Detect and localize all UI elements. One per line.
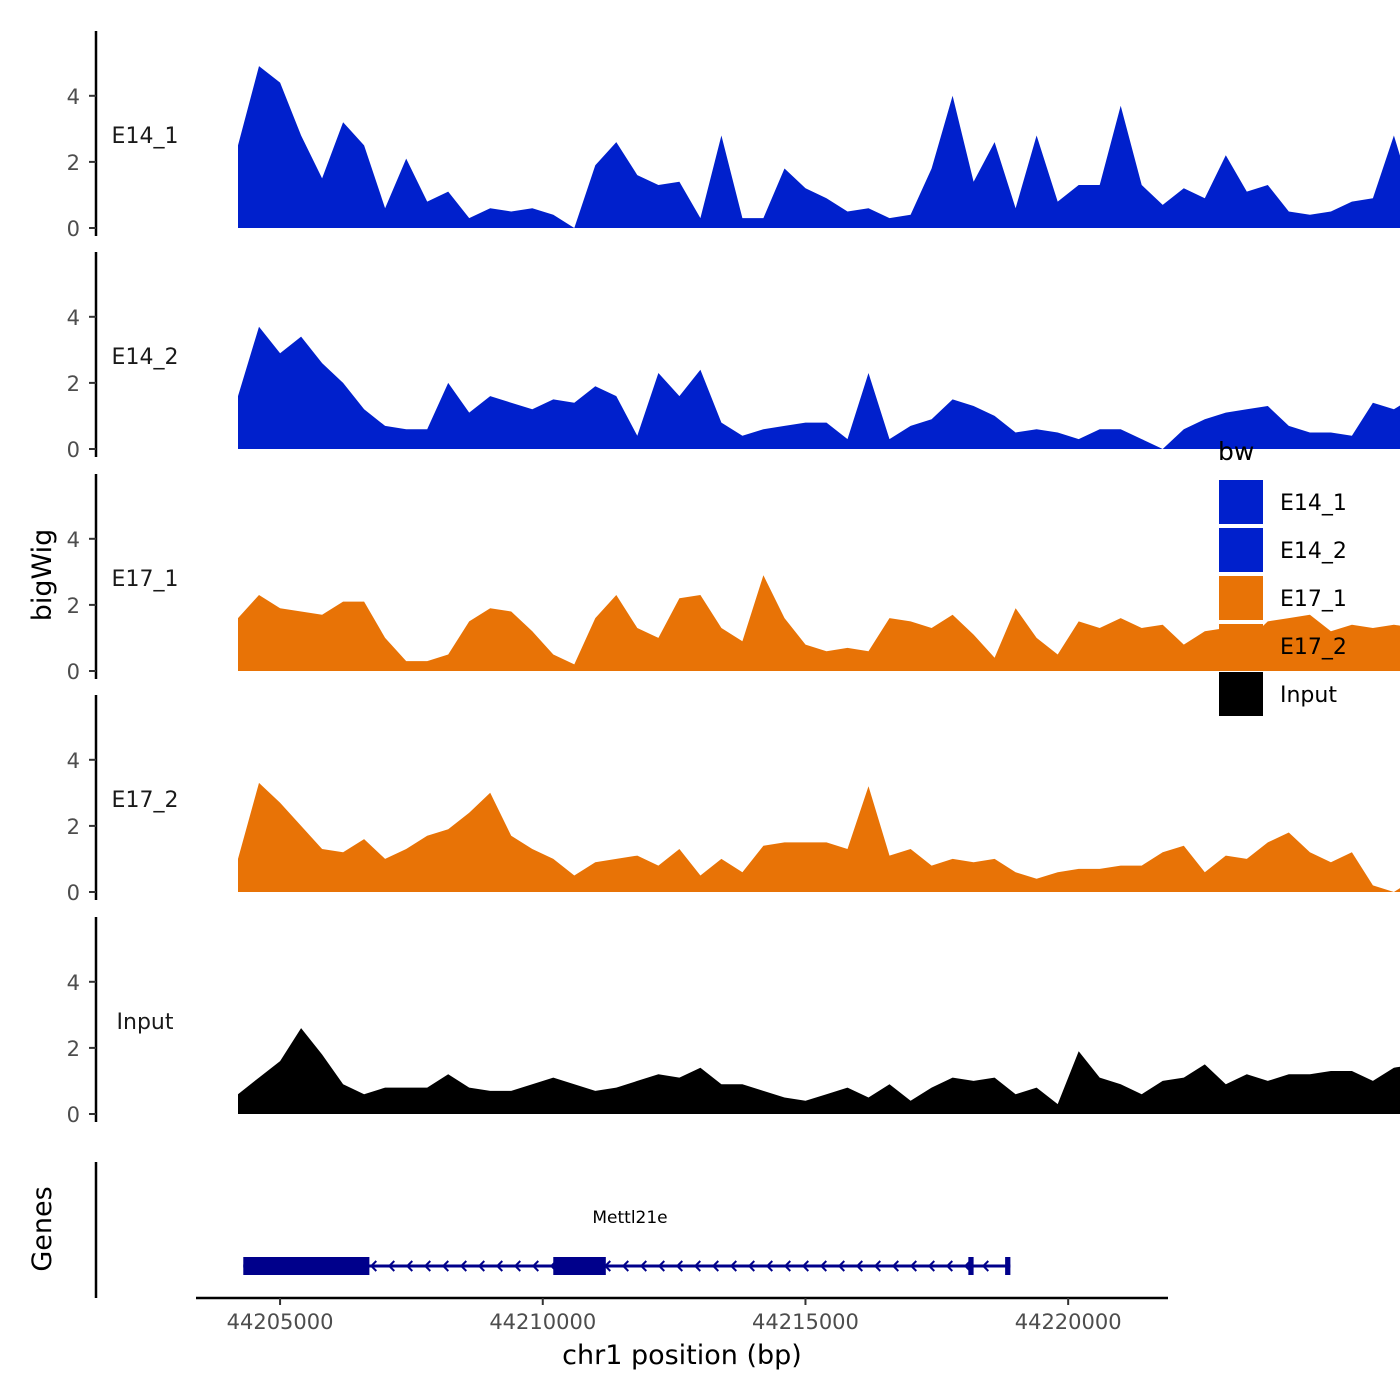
y-tick-label: 2 <box>67 372 80 396</box>
strand-chevron <box>873 1260 881 1272</box>
track-Input: 0 2 4 Input <box>67 917 1400 1127</box>
strand-chevron <box>729 1260 737 1272</box>
legend-title: bw <box>1218 437 1254 466</box>
strand-chevron <box>405 1260 413 1272</box>
strand-chevron <box>441 1260 449 1272</box>
area-E17_2 <box>238 782 1400 892</box>
strand-chevron <box>531 1260 539 1272</box>
strand-chevron <box>747 1260 755 1272</box>
strand-chevron <box>621 1260 629 1272</box>
track-E17_1: 0 2 4 E17_1 <box>67 474 1400 684</box>
area-E14_2 <box>238 326 1400 449</box>
strand-chevron <box>693 1260 701 1272</box>
gene-exon <box>968 1257 974 1275</box>
strand-chevron <box>639 1260 647 1272</box>
strand-chevron <box>819 1260 827 1272</box>
strand-chevron <box>711 1260 719 1272</box>
strand-chevron <box>657 1260 665 1272</box>
gene-panel: Mettl21e <box>94 1162 1011 1298</box>
strand-chevron <box>855 1260 863 1272</box>
legend-swatch-E14_1 <box>1219 480 1263 524</box>
gene-label: Mettl21e <box>592 1208 667 1228</box>
y-axis-title-genes: Genes <box>27 1186 58 1271</box>
y-tick-label: 0 <box>67 1103 80 1127</box>
x-tick-label: 44210000 <box>489 1310 596 1334</box>
y-tick-label: 2 <box>67 151 80 175</box>
track-label: Input <box>117 1010 174 1035</box>
strand-chevron <box>783 1260 791 1272</box>
track-E14_1: 0 2 4 E14_1 <box>67 31 1400 241</box>
strand-chevron <box>495 1260 503 1272</box>
legend-swatch-E14_2 <box>1219 528 1263 572</box>
y-tick-label: 2 <box>67 815 80 839</box>
signal-tracks: 0 2 4 E14_1 0 2 4 E14_2 0 2 4 E17_1 0 2 4 E17_2 0 2 4 Input <box>67 31 1400 1127</box>
legend-label-E14_1: E14_1 <box>1280 491 1347 516</box>
legend-swatch-E17_2 <box>1219 624 1263 668</box>
y-tick-label: 0 <box>67 217 80 241</box>
strand-chevron <box>387 1260 395 1272</box>
y-tick-label: 4 <box>67 528 80 552</box>
gene-exon <box>553 1257 606 1275</box>
y-tick-label: 2 <box>67 1037 80 1061</box>
x-axis: 44205000 44210000 44215000 44220000 <box>196 1296 1168 1334</box>
y-tick-label: 0 <box>67 660 80 684</box>
y-tick-label: 0 <box>67 438 80 462</box>
y-tick-label: 0 <box>67 881 80 905</box>
strand-chevron <box>945 1260 953 1272</box>
strand-chevron <box>423 1260 431 1272</box>
strand-chevron <box>909 1260 917 1272</box>
y-tick-label: 2 <box>67 594 80 618</box>
legend-label-E17_1: E17_1 <box>1280 587 1347 612</box>
track-label: E17_1 <box>112 567 179 592</box>
y-tick-label: 4 <box>67 971 80 995</box>
strand-chevron <box>765 1260 773 1272</box>
strand-chevron <box>477 1260 485 1272</box>
area-E17_1 <box>238 575 1400 671</box>
strand-chevron <box>891 1260 899 1272</box>
gene-exon <box>1005 1257 1011 1275</box>
strand-chevron <box>927 1260 935 1272</box>
strand-chevron <box>369 1260 377 1272</box>
track-label: E17_2 <box>112 788 179 813</box>
x-axis-title: chr1 position (bp) <box>562 1340 802 1371</box>
legend: bw E14_1 E14_2 E17_1 E17_2 Input <box>1218 437 1347 716</box>
x-tick-label: 44220000 <box>1015 1310 1122 1334</box>
y-tick-label: 4 <box>67 306 80 330</box>
track-E17_2: 0 2 4 E17_2 <box>67 695 1400 905</box>
strand-chevron <box>513 1260 521 1272</box>
strand-chevron <box>837 1260 845 1272</box>
strand-chevron <box>675 1260 683 1272</box>
strand-chevron <box>801 1260 809 1272</box>
x-tick-label: 44205000 <box>227 1310 334 1334</box>
strand-chevron <box>981 1260 989 1272</box>
x-tick-label: 44215000 <box>752 1310 859 1334</box>
strand-chevron <box>459 1260 467 1272</box>
legend-swatch-Input <box>1219 672 1263 716</box>
track-label: E14_1 <box>112 124 179 149</box>
area-Input <box>238 1028 1400 1114</box>
legend-label-Input: Input <box>1280 683 1337 708</box>
y-axis-title-tracks: bigWig <box>27 529 58 622</box>
y-tick-label: 4 <box>67 749 80 773</box>
track-E14_2: 0 2 4 E14_2 <box>67 252 1400 462</box>
y-tick-label: 4 <box>67 85 80 109</box>
track-label: E14_2 <box>112 345 179 370</box>
legend-label-E14_2: E14_2 <box>1280 539 1347 564</box>
legend-swatch-E17_1 <box>1219 576 1263 620</box>
gene-exon <box>243 1257 370 1275</box>
legend-label-E17_2: E17_2 <box>1280 635 1347 660</box>
area-E14_1 <box>238 66 1400 228</box>
